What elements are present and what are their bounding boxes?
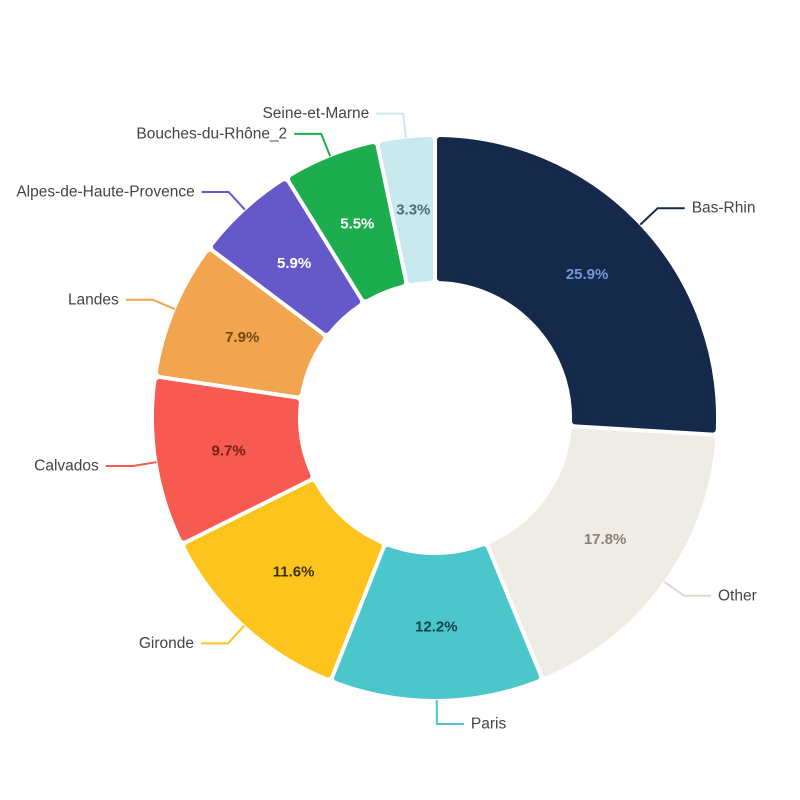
- percent-label-calvados: 9.7%: [211, 442, 245, 459]
- pie-slice-bas-rhin[interactable]: [437, 137, 717, 433]
- leader-line-seine-et-marne: [376, 112, 407, 138]
- leader-line-landes: [125, 298, 176, 311]
- leader-line-alpes-de-haute-provence: [201, 191, 246, 211]
- category-label-calvados: Calvados: [34, 458, 99, 475]
- category-label-seine-et-marne: Seine-et-Marne: [262, 105, 369, 122]
- percent-label-other: 17.8%: [584, 531, 627, 548]
- pie-slice-alpes-de-haute-provence[interactable]: [212, 181, 361, 333]
- leader-line-other: [663, 581, 711, 597]
- category-label-other: Other: [718, 587, 757, 604]
- category-label-landes: Landes: [68, 291, 119, 308]
- percent-label-paris: 12.2%: [415, 619, 458, 636]
- percent-label-alpes-de-haute-provence: 5.9%: [277, 255, 311, 272]
- percent-label-landes: 7.9%: [225, 329, 259, 346]
- percent-label-gironde: 11.6%: [273, 563, 315, 580]
- leader-line-calvados: [105, 461, 157, 467]
- leader-line-bouches-du-rh-ne-2: [294, 132, 332, 157]
- pie-slice-paris[interactable]: [334, 546, 540, 699]
- percent-label-bouches-du-rh-ne-2: 5.5%: [340, 216, 374, 233]
- leader-line-paris: [435, 699, 464, 725]
- percent-label-seine-et-marne: 3.3%: [396, 202, 430, 219]
- category-label-gironde: Gironde: [139, 635, 194, 652]
- percent-label-bas-rhin: 25.9%: [566, 266, 609, 283]
- category-label-paris: Paris: [471, 716, 507, 733]
- category-label-bas-rhin: Bas-Rhin: [692, 200, 756, 217]
- leader-line-bas-rhin: [639, 207, 685, 226]
- pie-slice-other[interactable]: [489, 428, 716, 677]
- pie-slice-seine-et-marne[interactable]: [379, 137, 433, 284]
- category-label-bouches-du-rh-ne-2: Bouches-du-Rhône_2: [136, 125, 287, 142]
- pie-slice-gironde[interactable]: [185, 481, 382, 678]
- category-label-alpes-de-haute-provence: Alpes-de-Haute-Provence: [16, 184, 194, 201]
- pie-slice-landes[interactable]: [157, 251, 324, 396]
- pie-slice-calvados[interactable]: [153, 379, 311, 541]
- pie-slice-bouches-du-rh-ne-2[interactable]: [290, 144, 405, 300]
- leader-line-gironde: [201, 625, 245, 645]
